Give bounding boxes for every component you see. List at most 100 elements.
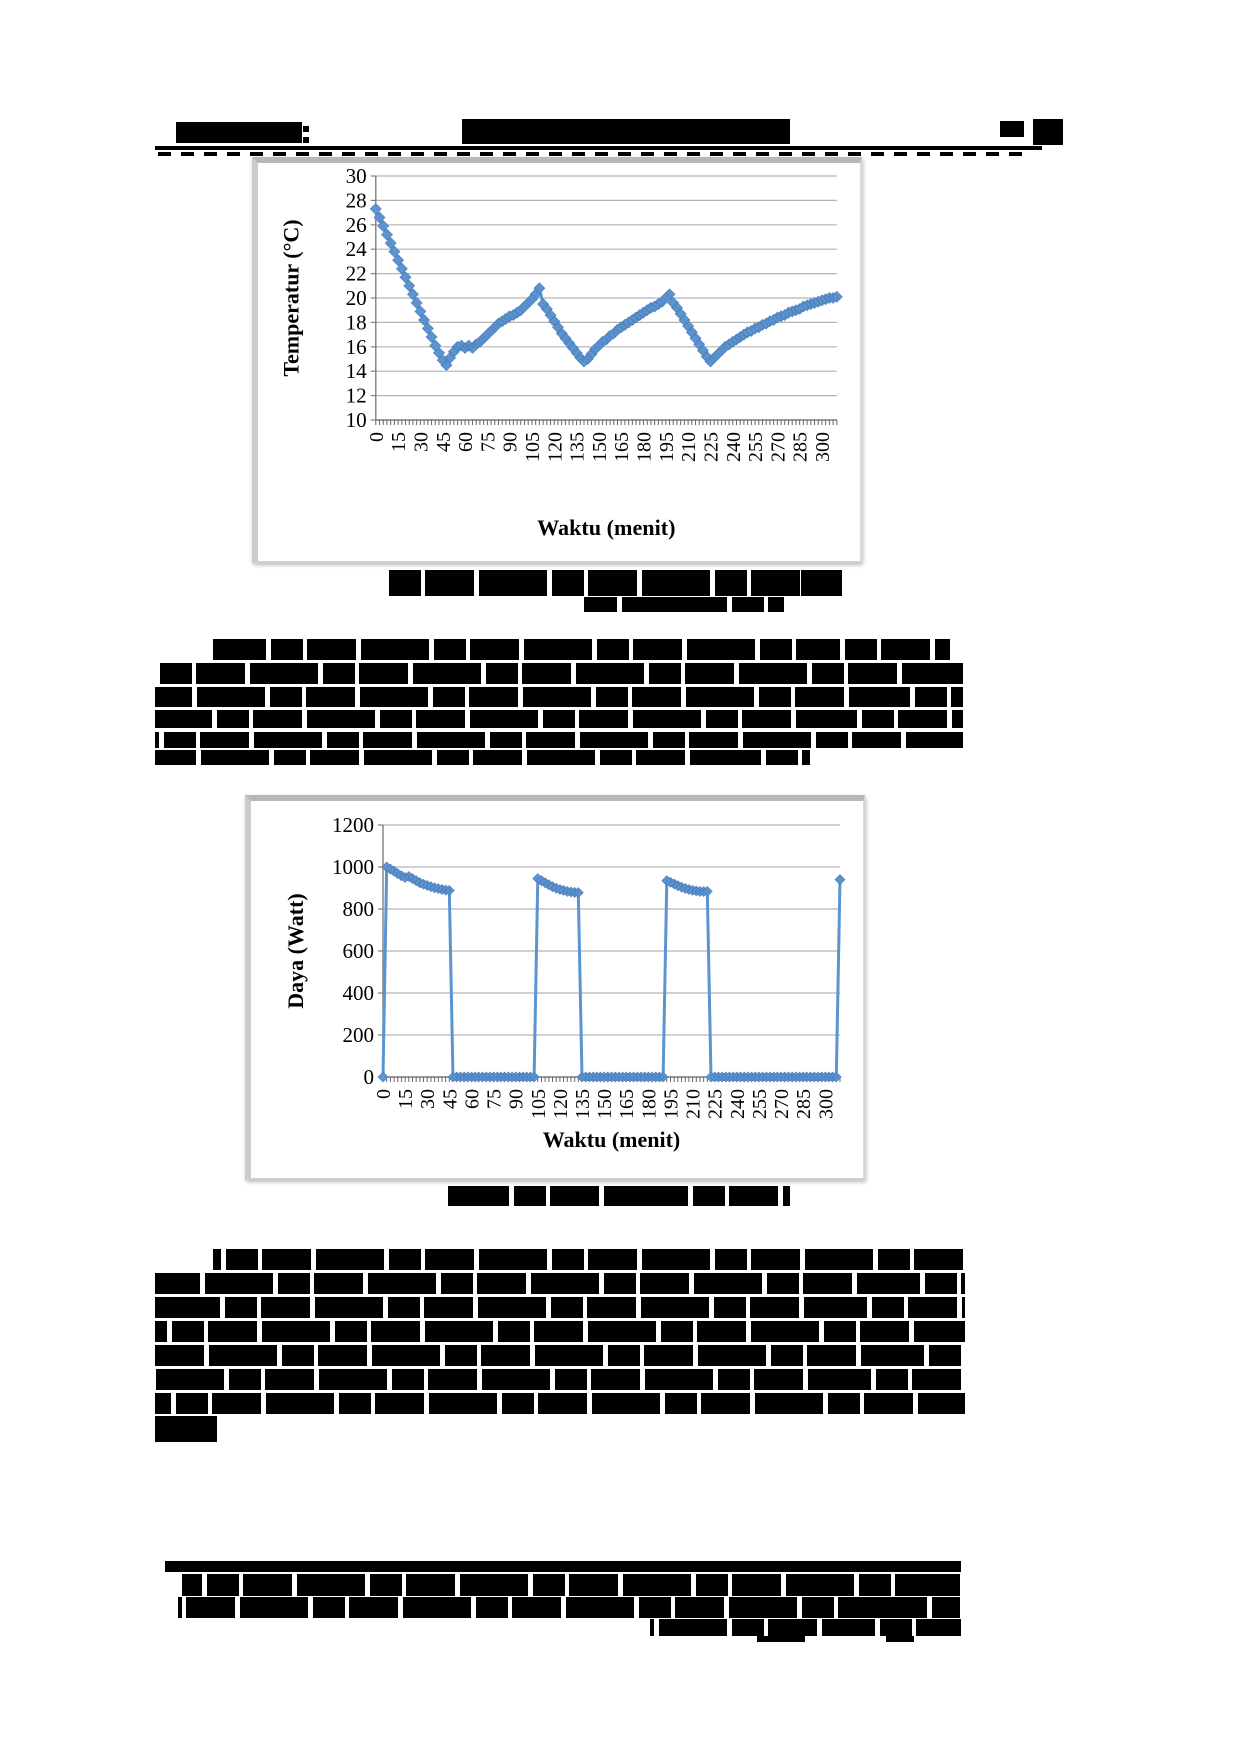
x-tick-label: 0 (366, 432, 388, 442)
x-tick-label: 270 (767, 432, 789, 462)
x-tick-label: 150 (589, 432, 611, 462)
y-tick-label: 30 (346, 164, 367, 188)
x-tick-label: 120 (550, 1089, 572, 1119)
x-tick-label: 105 (522, 432, 544, 462)
header-dash-redacted (158, 152, 171, 156)
bottom-paragraph-line-redacted (650, 1619, 961, 1636)
header-dash-redacted (411, 152, 424, 156)
y-tick-label: 22 (346, 262, 367, 286)
header-dash-redacted (756, 152, 769, 156)
y-tick-label: 800 (343, 897, 375, 921)
x-tick-label: 15 (395, 1089, 417, 1109)
header-dash-redacted (618, 152, 631, 156)
header-dash-redacted (802, 152, 815, 156)
header-author-redacted (176, 122, 302, 143)
header-dash-redacted (963, 152, 976, 156)
x-tick-label: 255 (749, 1089, 771, 1119)
x-tick-label: 180 (633, 432, 655, 462)
y-tick-label: 400 (343, 981, 375, 1005)
x-tick-label: 60 (455, 432, 477, 452)
x-tick-label: 135 (567, 432, 589, 462)
header-dash-redacted (664, 152, 677, 156)
y-axis-title: Temperatur (°C) (278, 219, 303, 376)
x-tick-label: 30 (410, 432, 432, 452)
x-tick-label: 45 (433, 432, 455, 452)
x-tick-label: 165 (616, 1089, 638, 1119)
paragraph2-line-redacted (155, 1369, 965, 1390)
y-tick-label: 24 (346, 237, 368, 261)
header-dash-redacted (687, 152, 700, 156)
header-dash-redacted (503, 152, 516, 156)
header-journal-redacted (462, 119, 790, 144)
paragraph2-line-redacted (155, 1297, 965, 1318)
figure2-caption-redacted (448, 1186, 790, 1206)
x-axis-title: Waktu (menit) (537, 515, 675, 540)
header-dash-redacted (986, 152, 999, 156)
header-dash-redacted (848, 152, 861, 156)
x-tick-label: 0 (373, 1089, 395, 1099)
header-dash-redacted (940, 152, 953, 156)
header-dash-redacted (1009, 152, 1022, 156)
x-tick-label: 195 (660, 1089, 682, 1119)
paragraph1-line-redacted (155, 663, 963, 684)
x-tick-label: 210 (678, 432, 700, 462)
header-dash-redacted (250, 152, 263, 156)
x-tick-label: 210 (683, 1089, 705, 1119)
y-tick-label: 1000 (332, 855, 374, 879)
x-tick-label: 270 (771, 1089, 793, 1119)
header-dash-redacted (825, 152, 838, 156)
header-dash-redacted (595, 152, 608, 156)
figure2-power-chart-frame: 1200 1000 800 600 400 200 0 0 15 30 45 60 75 90 105 120… (245, 795, 865, 1180)
x-tick-label: 285 (793, 1089, 815, 1119)
header-dash-redacted (549, 152, 562, 156)
bottom-heading-redacted (165, 1561, 961, 1572)
x-tick-label: 225 (700, 432, 722, 462)
y-tick-label: 16 (346, 335, 367, 359)
x-tick-label: 165 (611, 432, 633, 462)
x-tick-label: 150 (594, 1089, 616, 1119)
header-dash-redacted (365, 152, 378, 156)
x-tick-label: 135 (572, 1089, 594, 1119)
data-series-markers (369, 202, 843, 372)
x-tick-label: 195 (656, 432, 678, 462)
header-colon-dot (303, 137, 309, 143)
paragraph1-line-redacted (213, 639, 950, 660)
x-tick-label: 180 (638, 1089, 660, 1119)
y-tick-label: 26 (346, 213, 367, 237)
y-tick-label: 28 (346, 188, 367, 212)
x-axis-title: Waktu (menit) (543, 1127, 681, 1152)
x-tick-label: 90 (506, 1089, 528, 1109)
paragraph1-line-redacted (155, 687, 963, 707)
x-tick-label: 255 (745, 432, 767, 462)
header-dash-redacted (641, 152, 654, 156)
header-dash-redacted (710, 152, 723, 156)
paragraph2-line-redacted (155, 1321, 965, 1342)
paragraph2-line-redacted (213, 1249, 963, 1270)
header-rule (155, 146, 1042, 150)
y-tick-label: 18 (346, 310, 367, 334)
x-tick-label: 30 (417, 1089, 439, 1109)
y-tick-label: 14 (346, 359, 368, 383)
header-dash-redacted (434, 152, 447, 156)
y-axis-title: Daya (Watt) (283, 893, 308, 1008)
x-tick-label: 300 (815, 1089, 837, 1119)
x-tick-label: 45 (439, 1089, 461, 1109)
page-number-redacted (1033, 119, 1063, 145)
paragraph2-line-redacted (155, 1345, 965, 1366)
data-series-line (381, 865, 842, 1079)
bottom-paragraph-line-redacted (178, 1597, 960, 1618)
x-tick-label: 300 (812, 432, 834, 462)
x-tick-label: 240 (723, 432, 745, 462)
y-tick-label: 20 (346, 286, 367, 310)
header-dash-redacted (227, 152, 240, 156)
y-tick-label: 200 (343, 1023, 375, 1047)
y-tick-label: 10 (346, 408, 367, 432)
header-dash-redacted (572, 152, 585, 156)
header-dash-redacted (388, 152, 401, 156)
x-tick-label: 285 (790, 432, 812, 462)
paragraph1-line-redacted (155, 710, 963, 728)
x-tick-label: 90 (500, 432, 522, 452)
